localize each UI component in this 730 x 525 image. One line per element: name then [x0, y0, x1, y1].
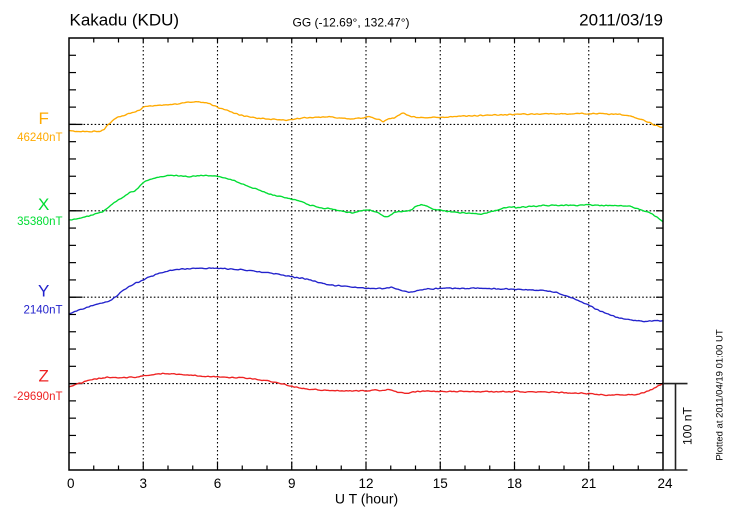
svg-text:46240nT: 46240nT	[17, 132, 62, 144]
svg-text:-29690nT: -29690nT	[13, 391, 62, 403]
svg-text:100 nT: 100 nT	[681, 406, 695, 444]
svg-text:2140nT: 2140nT	[23, 305, 62, 317]
svg-text:15: 15	[433, 476, 448, 491]
svg-text:24: 24	[657, 476, 673, 491]
svg-text:21: 21	[581, 476, 596, 491]
svg-text:Y: Y	[38, 281, 49, 300]
svg-text:U T (hour): U T (hour)	[335, 491, 398, 507]
svg-text:Plotted at 2011/04/19 01:00 UT: Plotted at 2011/04/19 01:00 UT	[714, 329, 725, 461]
svg-text:X: X	[38, 195, 49, 214]
svg-text:9: 9	[288, 476, 296, 491]
svg-text:0: 0	[67, 476, 75, 491]
svg-text:18: 18	[507, 476, 522, 491]
svg-text:F: F	[39, 109, 49, 128]
svg-text:GG (-12.69°, 132.47°): GG (-12.69°, 132.47°)	[293, 16, 410, 30]
svg-text:6: 6	[214, 476, 222, 491]
svg-text:Z: Z	[39, 366, 49, 385]
svg-text:12: 12	[358, 476, 373, 491]
svg-text:35380nT: 35380nT	[17, 216, 62, 228]
svg-text:2011/03/19: 2011/03/19	[579, 11, 663, 30]
svg-text:3: 3	[139, 476, 147, 491]
svg-text:Kakadu (KDU): Kakadu (KDU)	[70, 11, 180, 30]
